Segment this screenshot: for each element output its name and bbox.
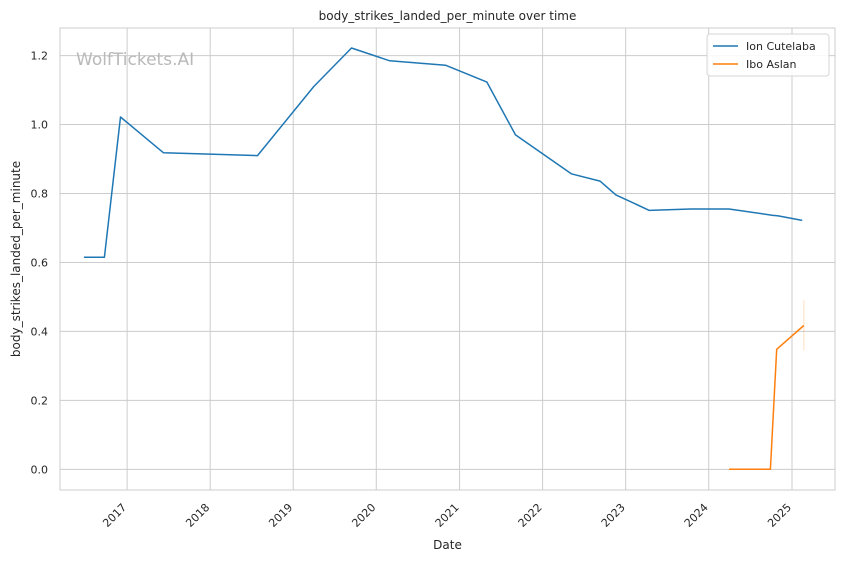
- y-tick-label: 0.2: [31, 394, 49, 407]
- y-tick-label: 0.4: [31, 325, 49, 338]
- legend: Ion Cutelaba Ibo Aslan: [706, 33, 830, 77]
- plot-background: [59, 27, 836, 491]
- x-gridlines: [126, 28, 793, 490]
- y-tick-labels: 0.0 0.2 0.4 0.6 0.8 1.0 1.2: [31, 50, 49, 477]
- x-tick-label: 2025: [765, 501, 794, 530]
- y-tick-label: 0.6: [31, 256, 49, 269]
- x-tick-label: 2019: [266, 501, 295, 530]
- chart-title: body_strikes_landed_per_minute over time: [319, 9, 577, 23]
- legend-label-ibo-aslan: Ibo Aslan: [746, 58, 797, 71]
- x-tick-labels: 2017 2018 2019 2020 2021 2022 2023 2024 2025: [100, 501, 794, 530]
- y-axis-label: body_strikes_landed_per_minute: [9, 161, 23, 357]
- x-axis-label: Date: [433, 538, 462, 552]
- x-tick-label: 2017: [100, 501, 129, 530]
- x-tick-label: 2023: [599, 501, 628, 530]
- series-line-ibo-aslan: [729, 324, 805, 471]
- x-tick-label: 2020: [349, 501, 378, 530]
- y-gridlines: [60, 55, 835, 470]
- legend-label-ion-cutelaba: Ion Cutelaba: [746, 40, 816, 53]
- x-tick-label: 2021: [433, 501, 462, 530]
- x-tick-label: 2022: [516, 501, 545, 530]
- y-tick-label: 0.8: [31, 187, 49, 200]
- series-lines: [83, 47, 805, 471]
- y-tick-label: 0.0: [31, 463, 49, 476]
- y-tick-label: 1.0: [31, 119, 49, 132]
- series-line-ion-cutelaba: [83, 47, 803, 259]
- legend-box: [706, 33, 830, 77]
- watermark: WolfTickets.AI: [76, 50, 194, 70]
- x-tick-label: 2018: [183, 501, 212, 530]
- y-tick-label: 1.2: [31, 50, 49, 63]
- x-tick-label: 2024: [682, 501, 711, 530]
